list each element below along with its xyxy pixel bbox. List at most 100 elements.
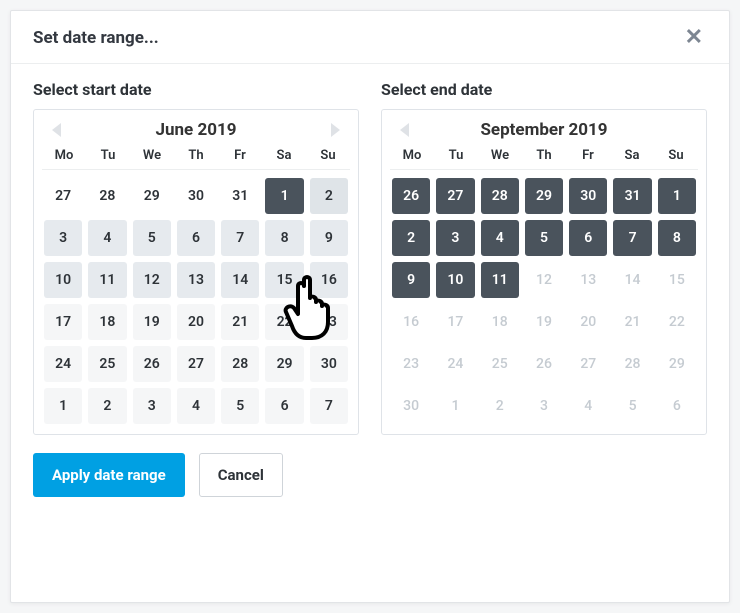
- calendar-day[interactable]: 13: [177, 262, 215, 298]
- calendar-day[interactable]: 2: [392, 220, 430, 256]
- close-icon[interactable]: ✕: [681, 25, 707, 51]
- calendar-day[interactable]: 30: [177, 178, 215, 214]
- calendar-day[interactable]: 27: [436, 178, 474, 214]
- next-month-icon[interactable]: [331, 123, 340, 137]
- calendar-day[interactable]: 2: [481, 388, 519, 424]
- calendar-day[interactable]: 4: [177, 388, 215, 424]
- calendar-day[interactable]: 2: [310, 178, 348, 214]
- end-date-label: Select end date: [381, 80, 707, 99]
- calendar-day[interactable]: 13: [569, 262, 607, 298]
- weekday-header: Su: [308, 148, 348, 163]
- calendar-day[interactable]: 19: [133, 304, 171, 340]
- start-date-label: Select start date: [33, 80, 359, 99]
- calendar-day[interactable]: 12: [525, 262, 563, 298]
- calendar-day[interactable]: 18: [481, 304, 519, 340]
- calendar-day[interactable]: 3: [44, 220, 82, 256]
- calendar-day[interactable]: 12: [133, 262, 171, 298]
- calendar-day[interactable]: 29: [265, 346, 303, 382]
- calendar-day[interactable]: 4: [569, 388, 607, 424]
- calendar-day[interactable]: 3: [525, 388, 563, 424]
- calendar-day[interactable]: 28: [88, 178, 126, 214]
- weekday-header: Mo: [392, 148, 432, 163]
- calendar-day[interactable]: 10: [44, 262, 82, 298]
- calendar-day[interactable]: 11: [88, 262, 126, 298]
- calendar-day[interactable]: 3: [133, 388, 171, 424]
- prev-month-icon[interactable]: [400, 123, 409, 137]
- calendar-day[interactable]: 23: [310, 304, 348, 340]
- calendar-day[interactable]: 27: [177, 346, 215, 382]
- calendar-day[interactable]: 29: [133, 178, 171, 214]
- calendar-day[interactable]: 1: [265, 178, 303, 214]
- prev-month-icon[interactable]: [52, 123, 61, 137]
- calendar-day[interactable]: 5: [133, 220, 171, 256]
- calendar-day[interactable]: 8: [265, 220, 303, 256]
- calendar-day[interactable]: 24: [44, 346, 82, 382]
- calendar-day[interactable]: 29: [525, 178, 563, 214]
- calendar-day[interactable]: 11: [481, 262, 519, 298]
- calendar-day[interactable]: 5: [221, 388, 259, 424]
- calendar-day[interactable]: 24: [436, 346, 474, 382]
- calendar-day[interactable]: 30: [392, 388, 430, 424]
- calendar-day[interactable]: 23: [392, 346, 430, 382]
- calendar-day[interactable]: 7: [221, 220, 259, 256]
- calendar-day[interactable]: 14: [613, 262, 651, 298]
- calendar-day[interactable]: 18: [88, 304, 126, 340]
- calendar-day[interactable]: 14: [221, 262, 259, 298]
- calendar-day[interactable]: 15: [265, 262, 303, 298]
- calendar-day[interactable]: 6: [569, 220, 607, 256]
- calendar-day[interactable]: 4: [88, 220, 126, 256]
- calendar-day[interactable]: 28: [613, 346, 651, 382]
- calendar-day[interactable]: 3: [436, 220, 474, 256]
- calendar-day[interactable]: 19: [525, 304, 563, 340]
- calendar-day[interactable]: 30: [569, 178, 607, 214]
- calendar-day[interactable]: 27: [44, 178, 82, 214]
- calendar-day[interactable]: 6: [177, 220, 215, 256]
- calendar-day[interactable]: 7: [310, 388, 348, 424]
- calendar-day[interactable]: 31: [221, 178, 259, 214]
- calendar-day[interactable]: 1: [658, 178, 696, 214]
- calendar-day[interactable]: 7: [613, 220, 651, 256]
- calendar-day[interactable]: 21: [613, 304, 651, 340]
- calendar-day[interactable]: 26: [525, 346, 563, 382]
- calendar-day[interactable]: 15: [658, 262, 696, 298]
- calendar-day[interactable]: 4: [481, 220, 519, 256]
- calendar-day[interactable]: 31: [613, 178, 651, 214]
- calendar-day[interactable]: 20: [569, 304, 607, 340]
- calendar-day[interactable]: 5: [525, 220, 563, 256]
- calendar-day[interactable]: 28: [481, 178, 519, 214]
- calendar-day[interactable]: 26: [392, 178, 430, 214]
- calendar-day[interactable]: 8: [658, 220, 696, 256]
- weekday-header: Tu: [436, 148, 476, 163]
- calendar-day[interactable]: 5: [613, 388, 651, 424]
- calendar-day[interactable]: 20: [177, 304, 215, 340]
- weekday-header: Sa: [264, 148, 304, 163]
- start-date-column: Select start date June 2019 MoTuWeThFrSa…: [33, 78, 359, 435]
- calendar-day[interactable]: 9: [310, 220, 348, 256]
- calendar-day[interactable]: 27: [569, 346, 607, 382]
- calendar-day[interactable]: 30: [310, 346, 348, 382]
- calendar-day[interactable]: 16: [310, 262, 348, 298]
- calendar-day[interactable]: 29: [658, 346, 696, 382]
- calendar-day[interactable]: 6: [658, 388, 696, 424]
- weekday-header: Sa: [612, 148, 652, 163]
- cancel-button[interactable]: Cancel: [199, 453, 283, 497]
- apply-button[interactable]: Apply date range: [33, 453, 185, 497]
- calendar-day[interactable]: 2: [88, 388, 126, 424]
- calendar-day[interactable]: 17: [436, 304, 474, 340]
- calendar-day[interactable]: 25: [481, 346, 519, 382]
- calendar-day[interactable]: 1: [44, 388, 82, 424]
- end-month-title: September 2019: [409, 120, 679, 140]
- calendar-day[interactable]: 17: [44, 304, 82, 340]
- calendar-day[interactable]: 22: [265, 304, 303, 340]
- calendar-day[interactable]: 25: [88, 346, 126, 382]
- calendar-day[interactable]: 1: [436, 388, 474, 424]
- calendar-day[interactable]: 22: [658, 304, 696, 340]
- calendar-day[interactable]: 9: [392, 262, 430, 298]
- calendar-day[interactable]: 26: [133, 346, 171, 382]
- calendar-day[interactable]: 6: [265, 388, 303, 424]
- calendar-day[interactable]: 28: [221, 346, 259, 382]
- calendar-day[interactable]: 21: [221, 304, 259, 340]
- weekday-header: Th: [524, 148, 564, 163]
- calendar-day[interactable]: 10: [436, 262, 474, 298]
- calendar-day[interactable]: 16: [392, 304, 430, 340]
